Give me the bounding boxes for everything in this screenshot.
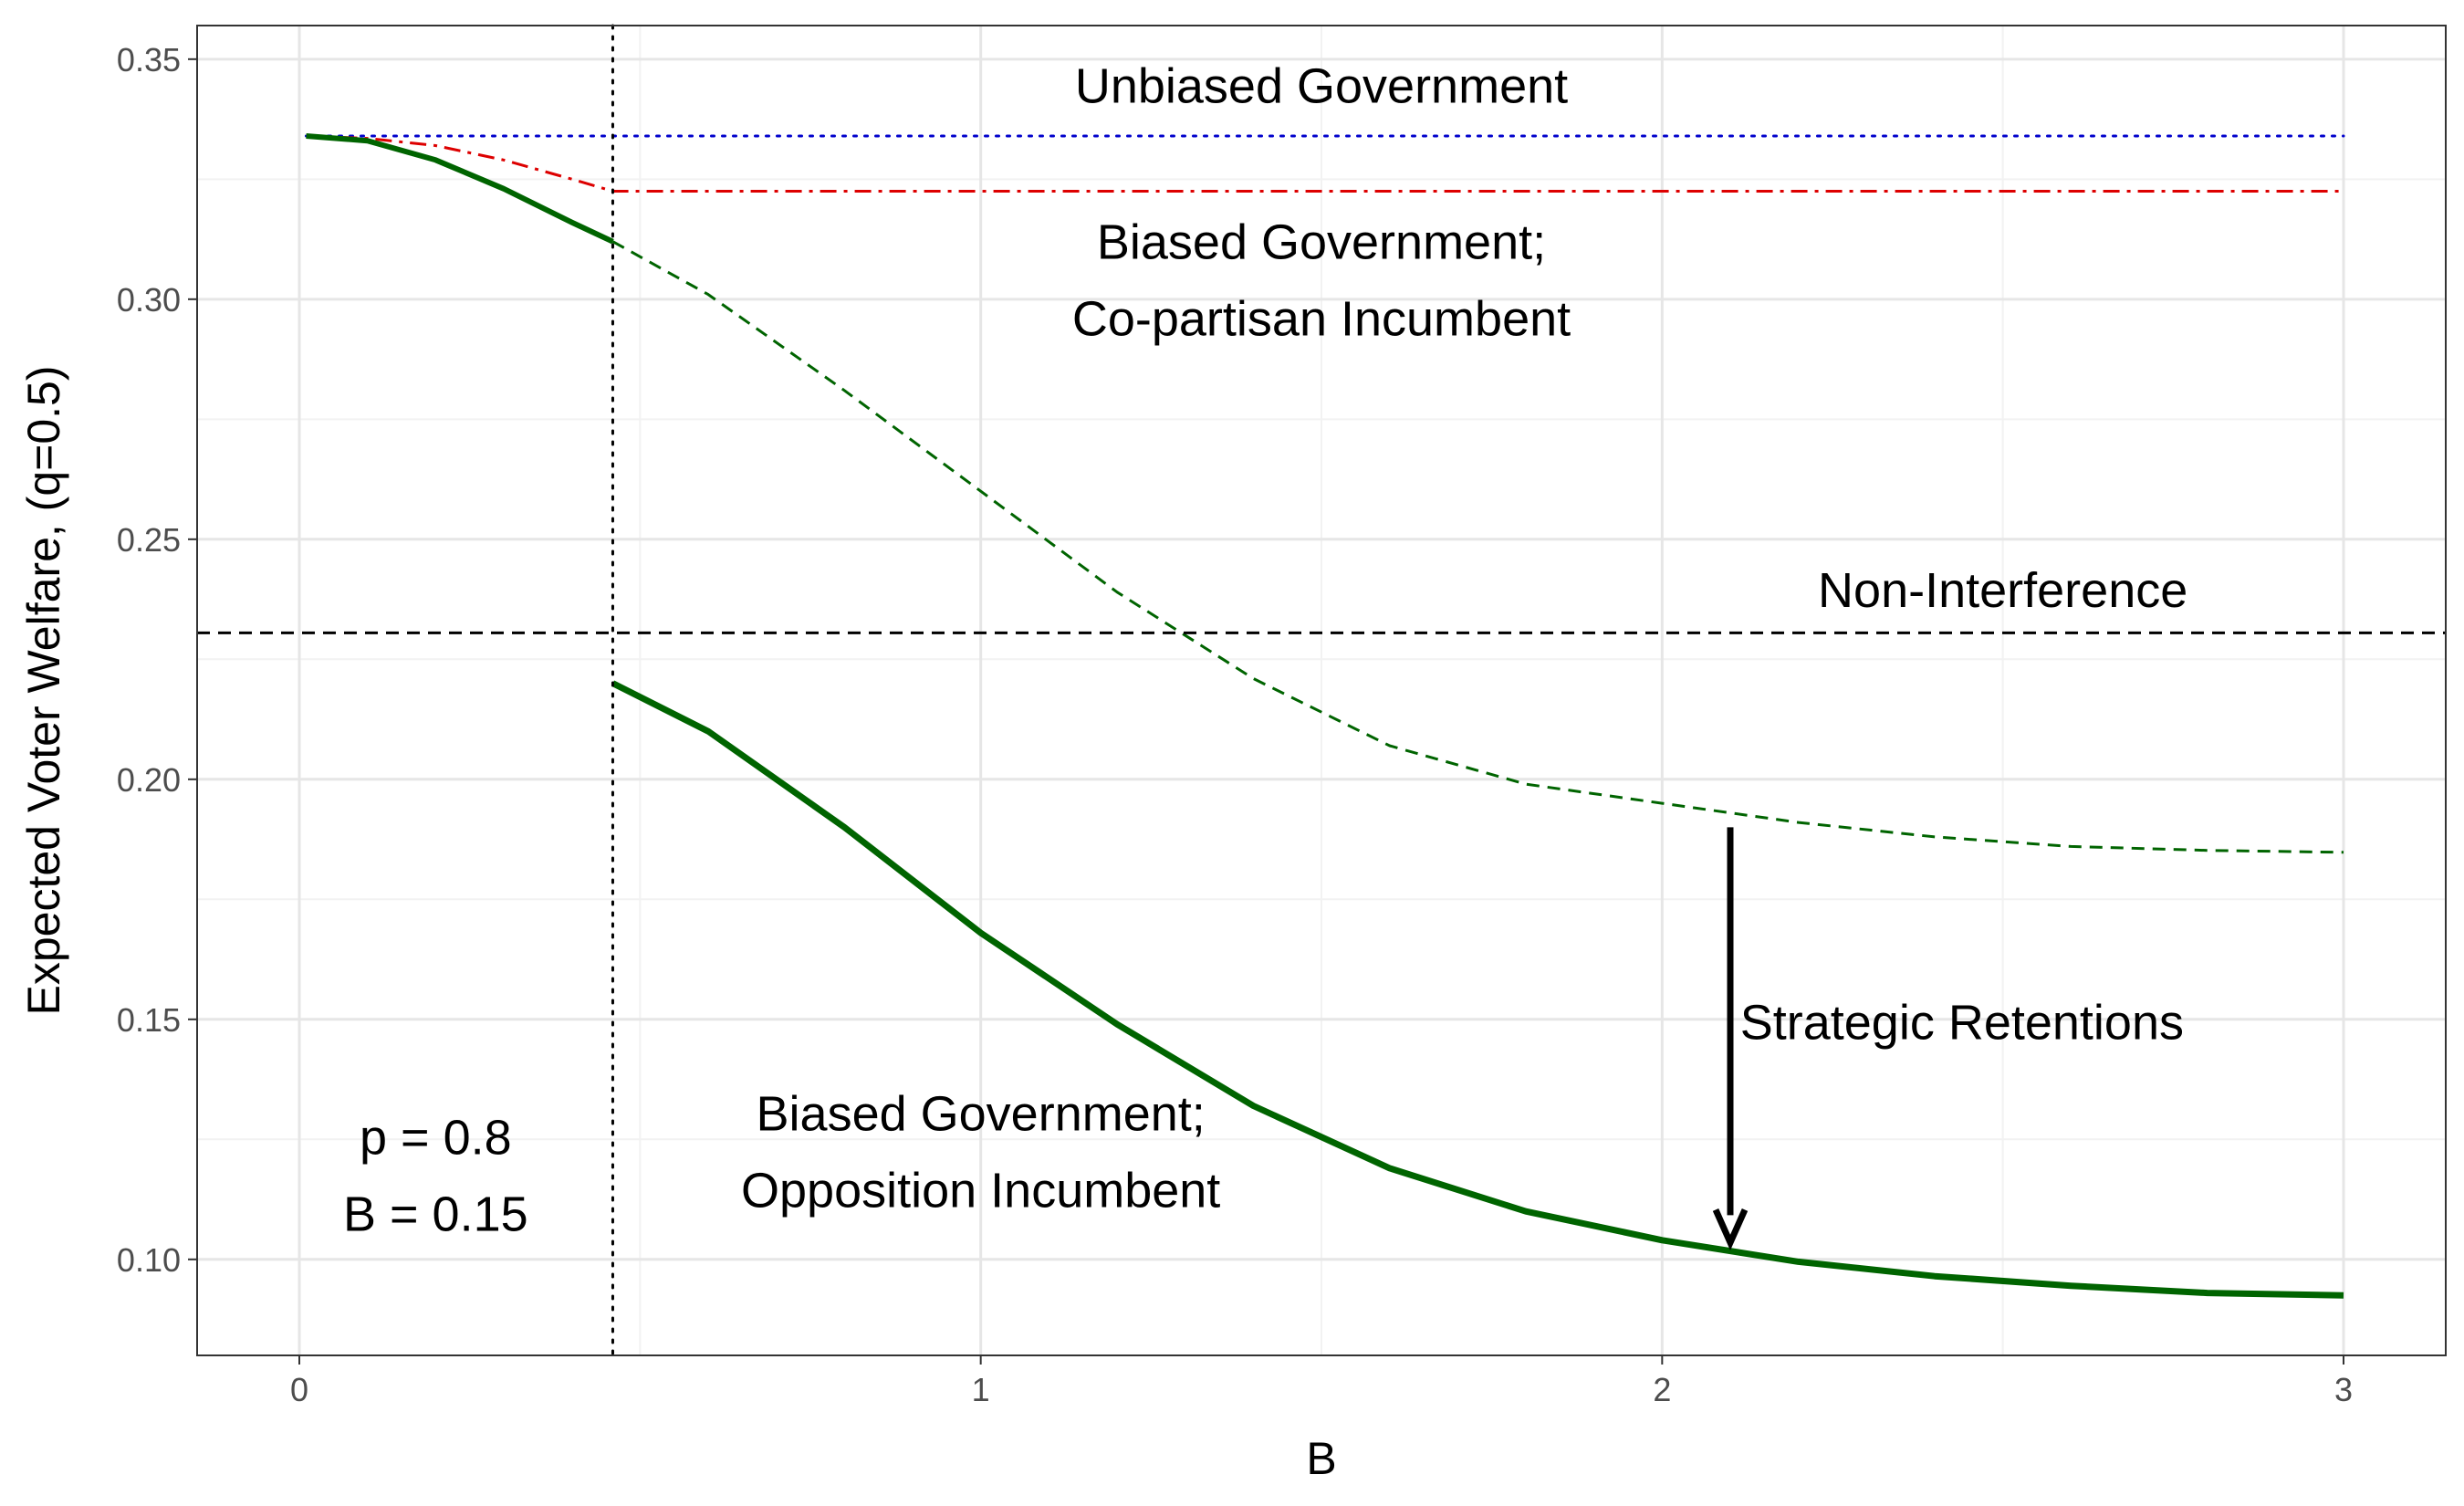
panel-border xyxy=(196,25,2447,1356)
x-axis-title: B xyxy=(1306,1433,1336,1484)
line-opposition-incumbent xyxy=(611,680,2344,1299)
annotation-label: Co-partisan Incumbent xyxy=(1072,292,1571,347)
line-copartisan-incumbent xyxy=(306,134,2344,193)
grid-major xyxy=(197,26,2446,1355)
x-tick-label: 0 xyxy=(290,1371,308,1408)
annotation-label: Strategic Retentions xyxy=(1740,995,2184,1050)
annotation-label: Opposition Incumbent xyxy=(741,1163,1220,1218)
annotations: Unbiased Government Biased Government; Co-… xyxy=(343,59,2187,1242)
x-axis: 0 1 2 3 xyxy=(290,1355,2353,1408)
line-equilibrium-upper xyxy=(306,133,614,245)
annotation-label: Unbiased Government xyxy=(1075,59,1568,114)
y-tick-label: 0.25 xyxy=(117,521,181,559)
line-counterfactual xyxy=(611,240,2344,854)
y-axis: 0.10 0.15 0.20 0.25 0.30 0.35 xyxy=(117,41,197,1279)
annotation-label: p = 0.8 xyxy=(360,1111,512,1166)
y-tick-label: 0.10 xyxy=(117,1241,181,1279)
y-axis-title: Expected Voter Welfare, (q=0.5) xyxy=(18,366,69,1016)
y-tick-label: 0.30 xyxy=(117,281,181,319)
annotation-label: Biased Government; xyxy=(1097,215,1546,270)
x-tick-label: 3 xyxy=(2334,1371,2353,1408)
annotation-label: Biased Government; xyxy=(757,1086,1206,1141)
y-tick-label: 0.35 xyxy=(117,41,181,78)
x-tick-label: 1 xyxy=(972,1371,990,1408)
annotation-label: Non-Interference xyxy=(1818,563,2187,618)
annotation-label: B = 0.15 xyxy=(343,1187,528,1242)
arrow-head xyxy=(1712,1208,1749,1251)
y-tick-label: 0.20 xyxy=(117,761,181,799)
x-tick-label: 2 xyxy=(1653,1371,1671,1408)
plot-lines xyxy=(197,24,2446,1357)
y-tick-label: 0.15 xyxy=(117,1001,181,1039)
